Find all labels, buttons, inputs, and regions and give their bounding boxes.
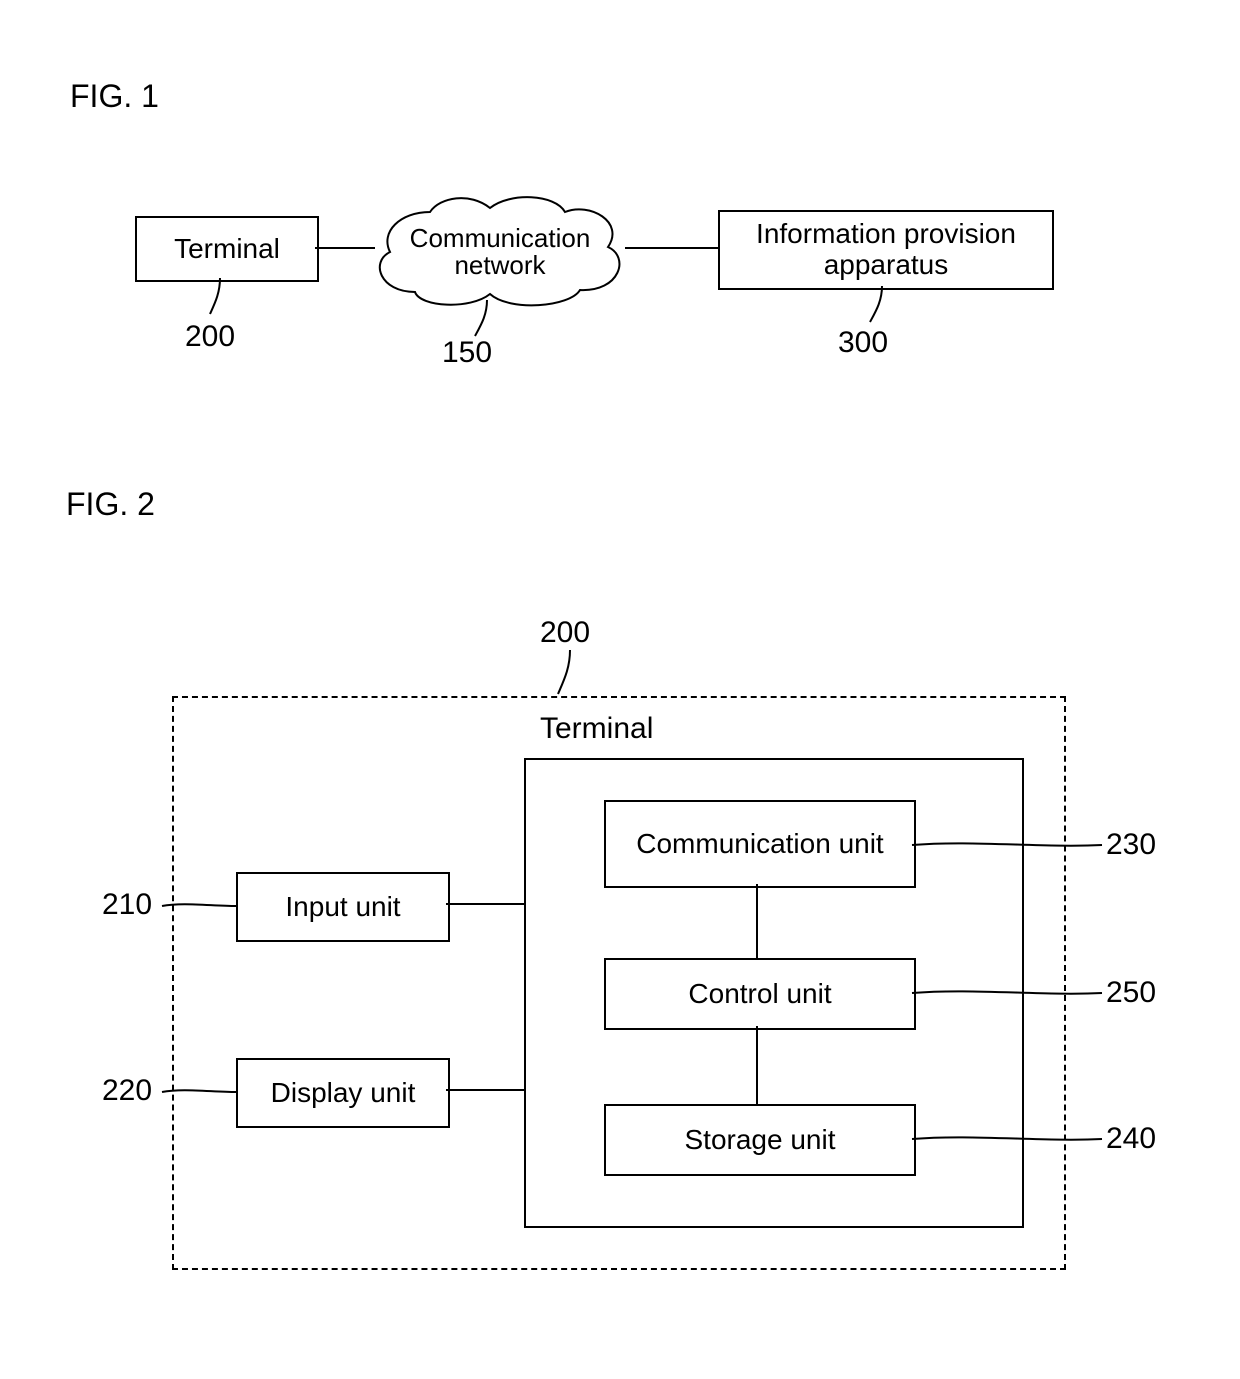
fig2-control-label: Control unit: [688, 979, 831, 1010]
fig2-comm-ref: 230: [1106, 828, 1156, 862]
fig2-input-box: Input unit: [236, 872, 450, 942]
fig1-title: FIG. 1: [70, 78, 159, 115]
fig1-network-cloud: Communication network: [370, 192, 630, 312]
fig1-leader-apparatus: [870, 286, 900, 326]
fig1-terminal-box: Terminal: [135, 216, 319, 282]
fig2-storage-box: Storage unit: [604, 1104, 916, 1176]
fig2-container-ref: 200: [540, 616, 590, 650]
fig2-container-label: Terminal: [540, 712, 653, 746]
fig1-apparatus-label: Information provision apparatus: [731, 219, 1041, 281]
fig1-network-label: Communication network: [400, 225, 600, 280]
fig2-display-box: Display unit: [236, 1058, 450, 1128]
fig1-leader-network: [475, 300, 505, 340]
fig2-conn-comm-control: [756, 884, 760, 958]
fig2-storage-label: Storage unit: [685, 1125, 836, 1156]
fig2-control-box: Control unit: [604, 958, 916, 1030]
fig2-leader-container: [558, 650, 582, 698]
fig2-display-label: Display unit: [271, 1078, 416, 1109]
fig2-leader-control: [912, 990, 1102, 996]
fig2-leader-input: [162, 904, 236, 908]
fig2-input-ref: 210: [102, 888, 152, 922]
fig1-terminal-ref: 200: [185, 320, 235, 354]
fig2-leader-display: [162, 1090, 236, 1094]
fig2-conn-display-panel: [446, 1089, 526, 1093]
fig2-input-label: Input unit: [285, 892, 400, 923]
fig2-comm-box: Communication unit: [604, 800, 916, 888]
fig2-comm-label: Communication unit: [636, 829, 883, 860]
fig2-title: FIG. 2: [66, 486, 155, 523]
fig2-storage-ref: 240: [1106, 1122, 1156, 1156]
fig1-terminal-label: Terminal: [174, 234, 280, 265]
fig1-conn-terminal-network: [315, 247, 375, 251]
fig1-apparatus-box: Information provision apparatus: [718, 210, 1054, 290]
fig2-control-ref: 250: [1106, 976, 1156, 1010]
fig2-display-ref: 220: [102, 1074, 152, 1108]
fig1-conn-network-apparatus: [625, 247, 718, 251]
fig1-leader-terminal: [210, 278, 240, 318]
fig1-apparatus-ref: 300: [838, 326, 888, 360]
fig2-conn-input-panel: [446, 903, 526, 907]
fig1-network-ref: 150: [442, 336, 492, 370]
fig2-leader-comm: [912, 842, 1102, 848]
fig2-leader-storage: [912, 1136, 1102, 1142]
fig2-conn-control-storage: [756, 1026, 760, 1104]
